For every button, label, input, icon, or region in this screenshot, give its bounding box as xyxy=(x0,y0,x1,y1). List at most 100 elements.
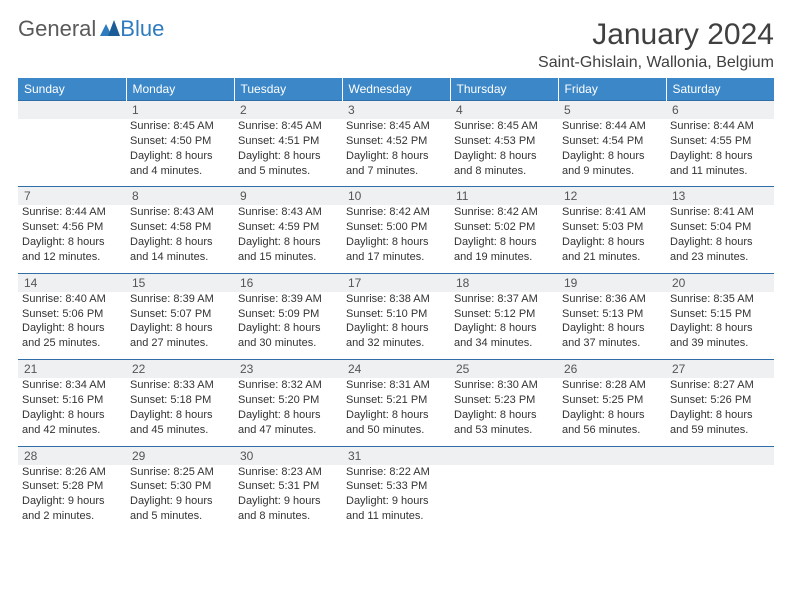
day-number: 2 xyxy=(234,101,342,120)
sunrise-text: Sunrise: 8:32 AM xyxy=(238,379,322,391)
daylight-text: Daylight: 8 hours and 11 minutes. xyxy=(670,150,753,177)
sunrise-text: Sunrise: 8:25 AM xyxy=(130,466,214,478)
day-cell: Sunrise: 8:33 AMSunset: 5:18 PMDaylight:… xyxy=(126,378,234,446)
daylight-text: Daylight: 8 hours and 45 minutes. xyxy=(130,409,213,436)
day-cell xyxy=(18,119,126,187)
day-cell: Sunrise: 8:41 AMSunset: 5:04 PMDaylight:… xyxy=(666,205,774,273)
sunrise-text: Sunrise: 8:31 AM xyxy=(346,379,430,391)
sunrise-text: Sunrise: 8:35 AM xyxy=(670,293,754,305)
daylight-text: Daylight: 8 hours and 25 minutes. xyxy=(22,322,105,349)
day-cell: Sunrise: 8:45 AMSunset: 4:53 PMDaylight:… xyxy=(450,119,558,187)
sunrise-text: Sunrise: 8:44 AM xyxy=(22,206,106,218)
daynum-row: 1 2 3 4 5 6 xyxy=(18,101,774,120)
daylight-text: Daylight: 8 hours and 47 minutes. xyxy=(238,409,321,436)
sunset-text: Sunset: 5:28 PM xyxy=(22,480,103,492)
day-number: 1 xyxy=(126,101,234,120)
day-cell: Sunrise: 8:31 AMSunset: 5:21 PMDaylight:… xyxy=(342,378,450,446)
sunset-text: Sunset: 5:03 PM xyxy=(562,221,643,233)
sunrise-text: Sunrise: 8:40 AM xyxy=(22,293,106,305)
day-number: 29 xyxy=(126,446,234,465)
daylight-text: Daylight: 8 hours and 23 minutes. xyxy=(670,236,753,263)
day-cell: Sunrise: 8:37 AMSunset: 5:12 PMDaylight:… xyxy=(450,292,558,360)
sunset-text: Sunset: 5:15 PM xyxy=(670,308,751,320)
daylight-text: Daylight: 8 hours and 4 minutes. xyxy=(130,150,213,177)
day-number: 30 xyxy=(234,446,342,465)
day-number: 8 xyxy=(126,187,234,206)
daylight-text: Daylight: 8 hours and 21 minutes. xyxy=(562,236,645,263)
daylight-text: Daylight: 8 hours and 19 minutes. xyxy=(454,236,537,263)
sunset-text: Sunset: 5:13 PM xyxy=(562,308,643,320)
day-number: 25 xyxy=(450,360,558,379)
day-number: 10 xyxy=(342,187,450,206)
day-number: 19 xyxy=(558,273,666,292)
sunset-text: Sunset: 5:26 PM xyxy=(670,394,751,406)
sunrise-text: Sunrise: 8:26 AM xyxy=(22,466,106,478)
day-number: 21 xyxy=(18,360,126,379)
sunset-text: Sunset: 5:16 PM xyxy=(22,394,103,406)
day-cell: Sunrise: 8:22 AMSunset: 5:33 PMDaylight:… xyxy=(342,465,450,532)
day-number: 18 xyxy=(450,273,558,292)
day-number xyxy=(18,101,126,120)
sunset-text: Sunset: 5:02 PM xyxy=(454,221,535,233)
sunset-text: Sunset: 5:09 PM xyxy=(238,308,319,320)
day-header: Tuesday xyxy=(234,78,342,101)
day-number: 15 xyxy=(126,273,234,292)
day-cell: Sunrise: 8:44 AMSunset: 4:55 PMDaylight:… xyxy=(666,119,774,187)
day-cell: Sunrise: 8:43 AMSunset: 4:58 PMDaylight:… xyxy=(126,205,234,273)
daynum-row: 21 22 23 24 25 26 27 xyxy=(18,360,774,379)
brand-part1: General xyxy=(18,18,96,40)
day-number xyxy=(450,446,558,465)
daylight-text: Daylight: 8 hours and 53 minutes. xyxy=(454,409,537,436)
day-number: 7 xyxy=(18,187,126,206)
day-header: Friday xyxy=(558,78,666,101)
day-cell: Sunrise: 8:32 AMSunset: 5:20 PMDaylight:… xyxy=(234,378,342,446)
day-cell: Sunrise: 8:45 AMSunset: 4:50 PMDaylight:… xyxy=(126,119,234,187)
day-number: 20 xyxy=(666,273,774,292)
day-cell: Sunrise: 8:45 AMSunset: 4:51 PMDaylight:… xyxy=(234,119,342,187)
daynum-row: 7 8 9 10 11 12 13 xyxy=(18,187,774,206)
day-cell: Sunrise: 8:45 AMSunset: 4:52 PMDaylight:… xyxy=(342,119,450,187)
week-row: Sunrise: 8:40 AM Sunset: 5:06 PM Daylight:… xyxy=(18,292,774,360)
daylight-text: Daylight: 8 hours and 37 minutes. xyxy=(562,322,645,349)
sunset-text: Sunset: 4:54 PM xyxy=(562,135,643,147)
sunrise-text: Sunrise: 8:37 AM xyxy=(454,293,538,305)
daylight-text: Daylight: 8 hours and 59 minutes. xyxy=(670,409,753,436)
sunrise-text: Sunrise: 8:39 AM xyxy=(130,293,214,305)
daylight-text: Daylight: 8 hours and 8 minutes. xyxy=(454,150,537,177)
sunrise-text: Sunrise: 8:30 AM xyxy=(454,379,538,391)
sunrise-text: Sunrise: 8:43 AM xyxy=(130,206,214,218)
day-number: 23 xyxy=(234,360,342,379)
daylight-text: Daylight: 8 hours and 7 minutes. xyxy=(346,150,429,177)
sunrise-text: Sunrise: 8:36 AM xyxy=(562,293,646,305)
daynum-row: 14 15 16 17 18 19 20 xyxy=(18,273,774,292)
day-number: 12 xyxy=(558,187,666,206)
day-cell: Sunrise: 8:27 AMSunset: 5:26 PMDaylight:… xyxy=(666,378,774,446)
sunset-text: Sunset: 5:06 PM xyxy=(22,308,103,320)
sunrise-text: Sunrise: 8:38 AM xyxy=(346,293,430,305)
day-cell: Sunrise: 8:34 AMSunset: 5:16 PMDaylight:… xyxy=(18,378,126,446)
daynum-row: 28 29 30 31 xyxy=(18,446,774,465)
day-cell: Sunrise: 8:38 AMSunset: 5:10 PMDaylight:… xyxy=(342,292,450,360)
day-cell: Sunrise: 8:41 AM Sunset: 5:03 PM Daylight:… xyxy=(558,205,666,273)
day-cell: Sunrise: 8:35 AMSunset: 5:15 PMDaylight:… xyxy=(666,292,774,360)
day-cell: Sunrise: 8:44 AMSunset: 4:56 PMDaylight:… xyxy=(18,205,126,273)
day-cell xyxy=(558,465,666,532)
sunrise-text: Sunrise: 8:28 AM xyxy=(562,379,646,391)
day-number: 26 xyxy=(558,360,666,379)
sunset-text: Sunset: 4:52 PM xyxy=(346,135,427,147)
calendar-table: Sunday Monday Tuesday Wednesday Thursday… xyxy=(18,78,774,532)
sunset-text: Sunset: 4:53 PM xyxy=(454,135,535,147)
day-header-row: Sunday Monday Tuesday Wednesday Thursday… xyxy=(18,78,774,101)
day-cell: Sunrise: 8:39 AMSunset: 5:09 PMDaylight:… xyxy=(234,292,342,360)
daylight-text: Daylight: 8 hours and 12 minutes. xyxy=(22,236,105,263)
sunset-text: Sunset: 5:12 PM xyxy=(454,308,535,320)
day-cell: Sunrise: 8:25 AMSunset: 5:30 PMDaylight:… xyxy=(126,465,234,532)
daylight-text: Daylight: 8 hours and 14 minutes. xyxy=(130,236,213,263)
sunrise-text: Sunrise: 8:23 AM xyxy=(238,466,322,478)
sunrise-text: Sunrise: 8:41 AM xyxy=(562,206,646,218)
day-number: 9 xyxy=(234,187,342,206)
day-number: 16 xyxy=(234,273,342,292)
brand-mark-icon xyxy=(100,18,120,40)
title-block: January 2024 Saint-Ghislain, Wallonia, B… xyxy=(538,18,774,72)
sunrise-text: Sunrise: 8:34 AM xyxy=(22,379,106,391)
